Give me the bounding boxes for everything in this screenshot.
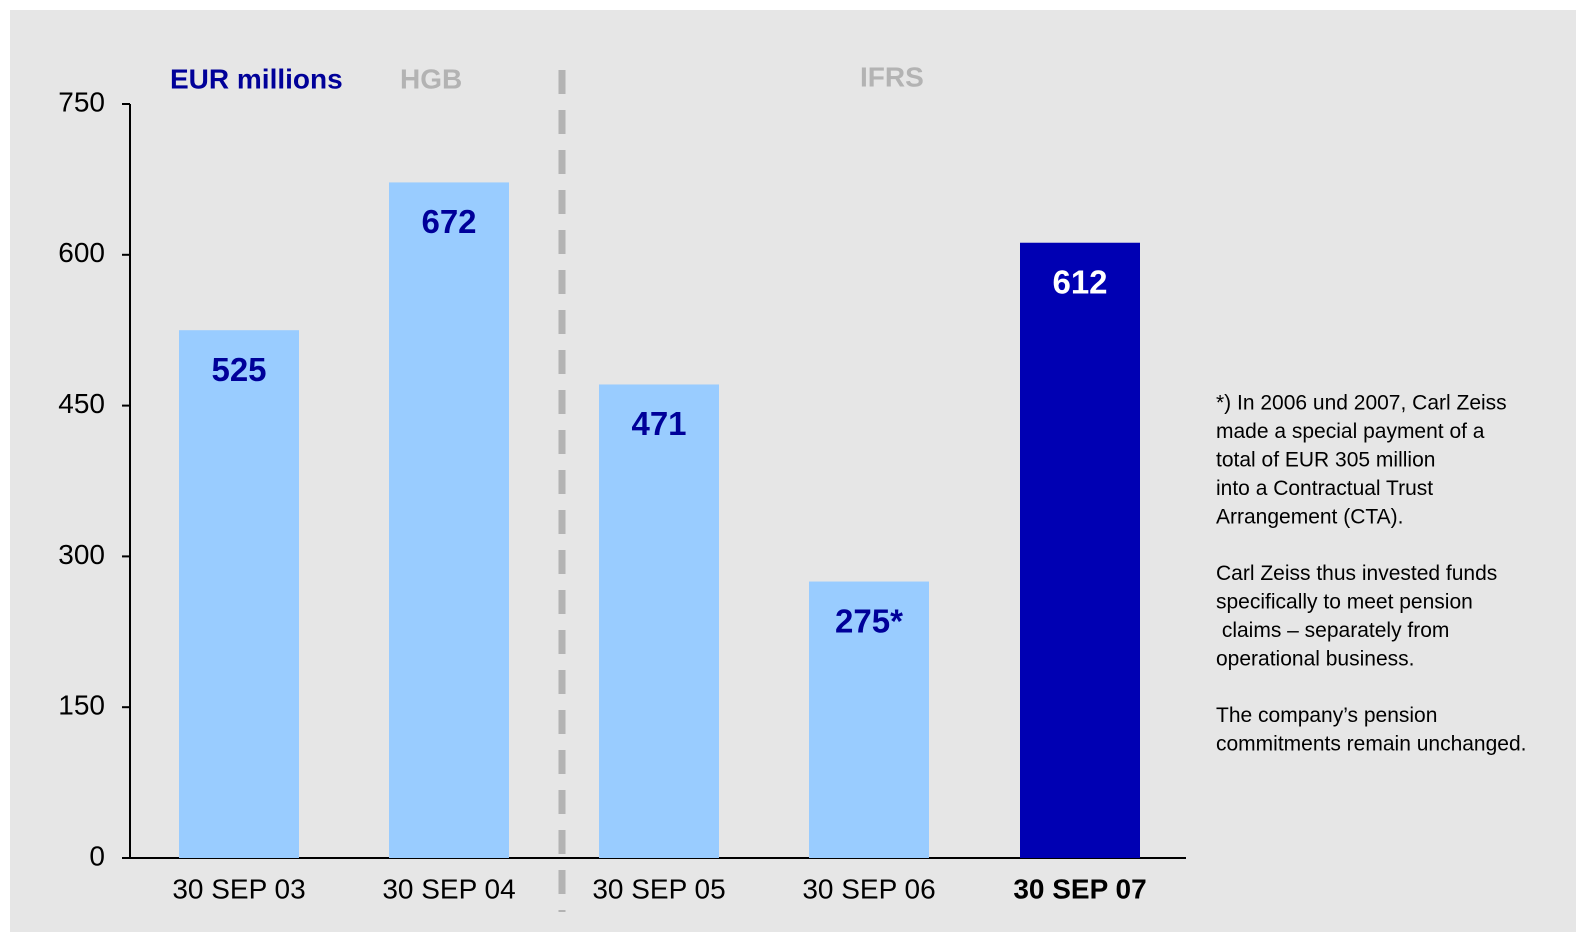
x-tick-label: 30 SEP 05 — [592, 873, 725, 904]
bar — [1020, 242, 1140, 859]
note-line: Arrangement (CTA). — [1216, 506, 1404, 529]
annotation: IFRS — [860, 61, 924, 92]
unit-label: EUR millions — [170, 63, 343, 94]
y-tick-label: 300 — [58, 539, 105, 570]
note-line: operational business. — [1216, 648, 1414, 671]
note-line: specifically to meet pension — [1216, 591, 1473, 614]
value-label: 612 — [1052, 263, 1107, 300]
bar — [599, 384, 719, 858]
y-tick-label: 0 — [89, 840, 105, 871]
value-label: 525 — [211, 351, 266, 388]
note-line: Carl Zeiss thus invested funds — [1216, 562, 1497, 585]
note-line: made a special payment of a — [1216, 420, 1485, 443]
y-tick-label: 150 — [58, 690, 105, 721]
y-tick-label: 600 — [58, 237, 105, 268]
value-label: 672 — [421, 203, 476, 240]
bar — [809, 581, 929, 858]
bar — [179, 330, 299, 858]
x-tick-label: 30 SEP 06 — [802, 873, 935, 904]
note-line: claims – separately from — [1216, 619, 1449, 642]
y-tick-label: 750 — [58, 86, 105, 117]
note-line: total of EUR 305 million — [1216, 449, 1435, 472]
note-line: The company’s pension — [1216, 704, 1437, 727]
bar — [389, 182, 509, 858]
note-line: into a Contractual Trust — [1216, 477, 1433, 500]
x-tick-label: 30 SEP 03 — [172, 873, 305, 904]
x-tick-label: 30 SEP 07 — [1013, 873, 1146, 904]
annotation: HGB — [400, 63, 462, 94]
note-line: *) In 2006 und 2007, Carl Zeiss — [1216, 392, 1507, 415]
note-line: commitments remain unchanged. — [1216, 733, 1526, 756]
y-tick-label: 450 — [58, 388, 105, 419]
value-label: 471 — [631, 405, 686, 442]
x-tick-label: 30 SEP 04 — [382, 873, 515, 904]
value-label: 275* — [835, 602, 903, 639]
